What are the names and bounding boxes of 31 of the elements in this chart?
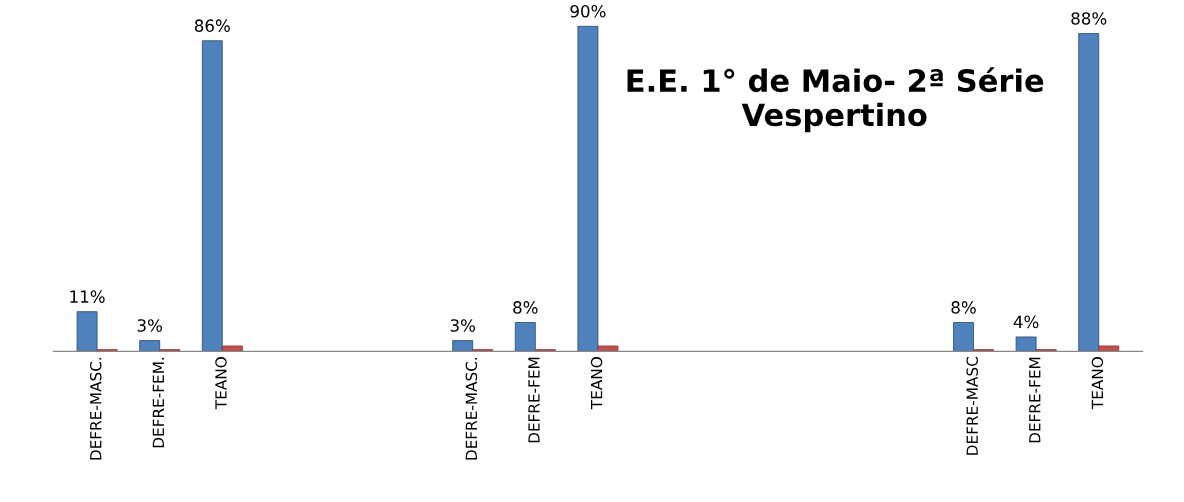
x-tick-label: DEFRE-FEM <box>1029 357 1041 443</box>
bar <box>201 40 223 352</box>
data-label: 8% <box>513 301 538 314</box>
bar <box>76 311 98 352</box>
bar <box>577 25 599 352</box>
bar <box>452 340 474 352</box>
data-label: 90% <box>570 4 606 18</box>
x-tick-label: DEFRE-MASC. <box>465 357 478 460</box>
x-tick-label: TEANO <box>1091 357 1104 410</box>
bar <box>1098 345 1120 352</box>
x-tick-label: TEANO <box>590 357 603 410</box>
bar <box>953 322 974 352</box>
data-label: 88% <box>1071 12 1107 25</box>
x-tick-label: DEFRE-FEM <box>528 357 540 443</box>
x-tick-label: DEFRE-MASC <box>966 357 978 455</box>
bar <box>139 340 161 352</box>
bar <box>514 322 536 352</box>
data-label: 86% <box>194 19 230 32</box>
x-tick-label: TEANO <box>215 357 227 410</box>
text: E.E. 1° de Maio- 2ª Série Vespertino <box>627 67 1044 133</box>
x-tick-label: DEFRE-FEM. <box>152 357 164 448</box>
bar <box>221 345 243 352</box>
data-label: 3% <box>137 319 162 332</box>
x-tick-label: DEFRE-MASC. <box>89 357 102 460</box>
bar <box>1078 33 1100 352</box>
bar <box>1015 336 1037 352</box>
data-label: 4% <box>1013 315 1039 329</box>
data-label: 8% <box>951 301 976 314</box>
data-label: 11% <box>70 290 105 303</box>
data-label: 3% <box>450 319 475 332</box>
bar <box>597 345 619 352</box>
